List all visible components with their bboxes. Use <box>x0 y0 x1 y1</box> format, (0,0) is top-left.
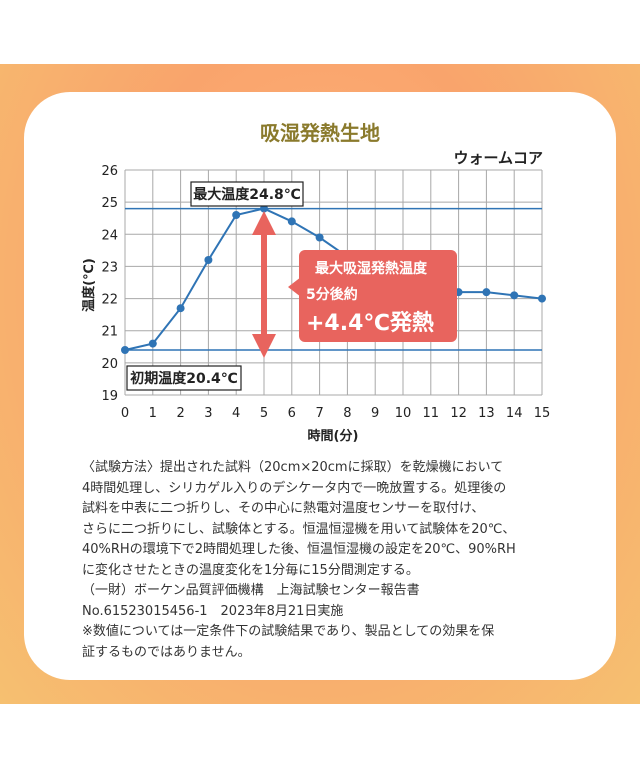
x-tick-label: 7 <box>315 406 323 421</box>
callout: 最大吸湿発熱温度 5分後約 +4.4℃発熱 <box>288 250 457 342</box>
y-tick-label: 19 <box>101 389 118 404</box>
data-point <box>232 211 241 219</box>
note-line: 証するものではありません。 <box>82 644 251 660</box>
initial-temp-label-box <box>126 365 242 391</box>
note-line: 〈試験方法〉提出された試料（20cm×20cmに採取）を乾燥機において <box>82 460 504 475</box>
x-tick-label: 0 <box>121 406 129 421</box>
note-line: No.61523015456-1 2023年8月21日実施 <box>82 603 344 619</box>
note-line: さらに二つ折りにし、試験体とする。恒温恒湿機を用いて試験体を20℃、 <box>82 521 516 537</box>
y-tick-label: 20 <box>101 357 118 372</box>
data-point <box>538 294 546 303</box>
data-point <box>176 304 185 313</box>
data-point <box>510 291 519 300</box>
x-tick-label: 3 <box>204 406 212 421</box>
series-line <box>124 207 543 351</box>
max-temp-label: 最大温度24.8℃ <box>193 186 301 203</box>
x-tick-label: 13 <box>478 406 495 421</box>
data-point <box>204 256 213 264</box>
x-tick-label: 11 <box>423 406 440 421</box>
temperature-chart: 吸湿発熱生地 ウォームコア 0 1 2 3 4 5 6 7 8 9 10 11 12 13 14 151920… <box>81 121 550 444</box>
y-axis-label: 温度(℃) <box>81 258 97 312</box>
data-point <box>148 339 157 348</box>
note-line: に変化させたときの温度変化を1分毎に15分間測定する。 <box>82 562 419 578</box>
x-tick-label: 2 <box>176 406 184 421</box>
x-tick-label: 10 <box>395 406 412 421</box>
data-point <box>315 233 324 242</box>
note-line: 試料を中表に二つ折りし、その中心に熱電対温度センサーを取付け、 <box>82 501 485 516</box>
x-tick-label: 12 <box>450 406 467 421</box>
series-name: ウォームコア <box>453 149 543 167</box>
y-tick-label: 24 <box>101 228 118 243</box>
y-tick-label: 25 <box>101 196 118 211</box>
x-tick-label: 5 <box>260 406 268 421</box>
callout-line2: 5分後約 <box>306 286 358 303</box>
y-tick-label: 26 <box>101 164 118 179</box>
note-line: 40%RHの環境下で2時間処理した後、恒温恒湿機の設定を20℃、90%RH <box>82 542 516 557</box>
x-tick-label: 8 <box>343 406 351 421</box>
y-tick-label: 23 <box>101 260 118 275</box>
x-tick-label: 4 <box>232 406 240 421</box>
x-tick-label: 9 <box>371 406 379 421</box>
x-axis-label: 時間(分) <box>308 428 359 444</box>
initial-temp-label: 初期温度20.4℃ <box>130 370 238 387</box>
note-line: （一財）ボーケン品質評価機構 上海試験センター報告書 <box>82 583 420 598</box>
data-point <box>287 217 296 226</box>
y-tick-label: 21 <box>101 325 118 340</box>
chart-title: 吸湿発熱生地 <box>260 121 380 145</box>
x-tick-label: 1 <box>149 406 157 421</box>
max-temp-label-box <box>190 181 304 207</box>
data-point <box>482 288 491 297</box>
callout-line3: +4.4℃発熱 <box>306 310 434 336</box>
y-tick-label: 22 <box>101 293 118 308</box>
callout-pointer <box>288 277 301 297</box>
data-point <box>121 346 129 354</box>
note-line: ※数値については一定条件下の試験結果であり、製品としての効果を保 <box>82 624 495 639</box>
x-tick-label: 6 <box>288 406 296 421</box>
x-tick-label: 14 <box>506 406 523 421</box>
reference-lines <box>125 207 542 351</box>
test-method-notes: 〈試験方法〉提出された試料（20cm×20cmに採取）を乾燥機において 4時間処理… <box>82 458 562 663</box>
x-tick-label: 15 <box>534 406 551 421</box>
callout-line1: 最大吸湿発熱温度 <box>315 260 428 277</box>
note-line: 4時間処理し、シリカゲル入りのデシケータ内で一晩放置する。処理後の <box>82 480 507 496</box>
callout-box <box>299 250 457 342</box>
